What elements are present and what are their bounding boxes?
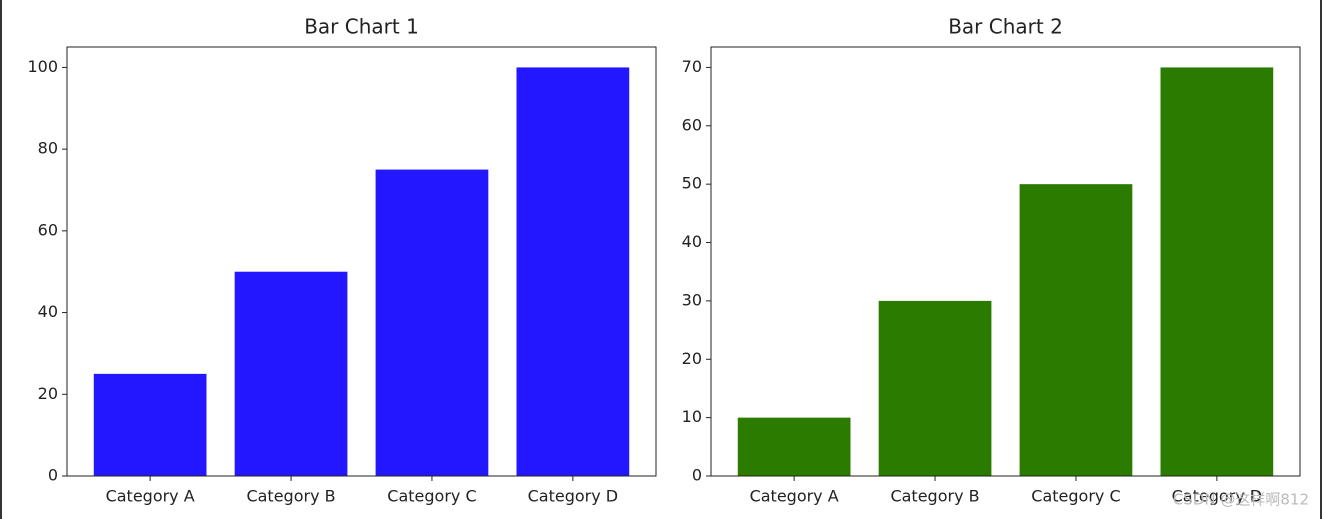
bar (1019, 184, 1133, 476)
axes-frame (710, 46, 1301, 477)
x-tick-label: Category D (1172, 487, 1263, 506)
x-tick-label: Category D (528, 487, 619, 506)
y-tick-label: 10 (682, 407, 702, 426)
x-tick-label: Category A (750, 487, 839, 506)
x-tick-label: Category B (246, 487, 335, 506)
bar (234, 271, 348, 476)
y-tick-label: 20 (682, 349, 702, 368)
y-tick-label: 60 (682, 115, 702, 134)
x-tick-label: Category B (890, 487, 979, 506)
y-tick-label: 50 (682, 174, 702, 193)
x-tick-label: Category C (387, 487, 476, 506)
y-tick-label: 100 (27, 57, 58, 76)
bar (93, 373, 207, 476)
y-tick-label: 0 (692, 466, 702, 485)
bar (737, 417, 851, 476)
bar (375, 169, 489, 477)
y-tick-label: 60 (38, 220, 58, 239)
y-tick-label: 40 (682, 232, 702, 251)
chart-title: Bar Chart 1 (304, 15, 419, 39)
bar (516, 67, 630, 476)
chart-title: Bar Chart 2 (948, 15, 1063, 39)
x-tick-label: Category A (106, 487, 195, 506)
axes-frame (66, 46, 657, 477)
y-tick-label: 0 (48, 466, 58, 485)
y-tick-label: 70 (682, 57, 702, 76)
y-tick-label: 40 (38, 302, 58, 321)
y-tick-label: 30 (682, 290, 702, 309)
watermark: CSDN @这样啊812 (1173, 491, 1309, 509)
y-tick-label: 20 (38, 384, 58, 403)
y-tick-label: 80 (38, 139, 58, 158)
bar (878, 300, 992, 476)
bar (1160, 67, 1274, 476)
x-tick-label: Category C (1031, 487, 1120, 506)
